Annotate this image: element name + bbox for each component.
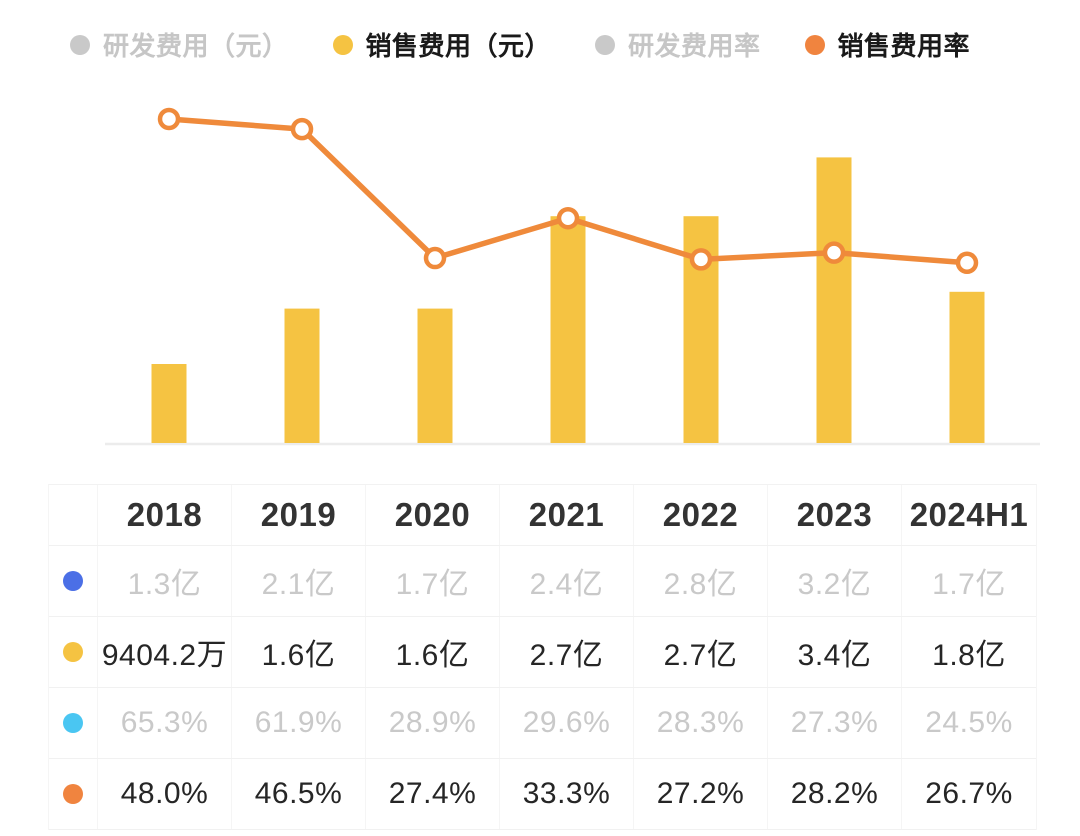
table-header-2019: 2019 [232, 485, 366, 545]
marker-sales-expense-ratio-2022[interactable] [689, 248, 713, 271]
table-cell-sales-expense-ratio-2024H1: 26.7% [925, 777, 1013, 810]
table-header-row: 2018 2019 2020 2021 2022 2023 2024H1 [49, 485, 1036, 546]
legend-item-rnd-expense[interactable]: 研发费用（元） [70, 26, 289, 63]
table-header-2024H1: 2024H1 [909, 496, 1029, 533]
expense-combo-chart [105, 107, 1040, 446]
table-cell-rnd-expense-ratio-2018: 65.3% [98, 688, 232, 758]
legend-dot-icon [804, 34, 825, 55]
legend-item-sales-expense[interactable]: 销售费用（元） [332, 26, 552, 63]
series-dot-icon-sales-expense [63, 642, 83, 662]
table-header-2020: 2020 [366, 485, 500, 545]
table-row-sales-expense-ratio: 48.0% 46.5% 27.4% 33.3% 27.2% 28.2% 26.7% [49, 759, 1036, 830]
bar-sales-expense-2018[interactable] [151, 364, 187, 443]
table-cell-rnd-expense-ratio-2019: 61.9% [232, 688, 366, 758]
bar-sales-expense-2021[interactable] [550, 216, 586, 443]
table-cell-sales-expense-2019: 1.6亿 [232, 617, 366, 687]
table-cell-sales-expense-ratio-2021: 33.3% [500, 759, 634, 829]
table-cell-sales-expense-ratio-2018: 48.0% [98, 759, 232, 829]
table-cell-sales-expense-2021: 2.7亿 [500, 617, 634, 687]
marker-sales-expense-ratio-2020[interactable] [423, 246, 447, 270]
table-cell-rnd-expense-2019: 2.1亿 [232, 546, 366, 616]
marker-sales-expense-ratio-2019[interactable] [290, 117, 314, 141]
table-cell-rnd-expense-ratio-2024H1: 24.5% [925, 706, 1013, 739]
table-cell-rnd-expense-2024H1: 1.7亿 [932, 568, 1006, 601]
bar-sales-expense-2023[interactable] [816, 157, 852, 443]
marker-sales-expense-ratio-2021[interactable] [556, 206, 580, 230]
table-cell-rnd-expense-ratio-2020: 28.9% [366, 688, 500, 758]
table-cell-sales-expense-2023: 3.4亿 [768, 617, 902, 687]
table-header-2021: 2021 [500, 485, 634, 545]
table-cell-rnd-expense-2023: 3.2亿 [768, 546, 902, 616]
chart-legend: 研发费用（元） 销售费用（元） 研发费用率 销售费用率 [70, 26, 970, 63]
legend-item-rnd-expense-ratio[interactable]: 研发费用率 [595, 26, 761, 63]
legend-label: 研发费用率 [628, 31, 761, 61]
series-dot-cell [49, 688, 98, 758]
legend-item-sales-expense-ratio[interactable]: 销售费用率 [804, 26, 971, 63]
table-cell-rnd-expense-2018: 1.3亿 [98, 546, 232, 616]
table-cell-rnd-expense-2020: 1.7亿 [366, 546, 500, 616]
legend-dot-icon [70, 34, 90, 55]
legend-dot-icon [595, 34, 616, 55]
series-dot-cell [49, 546, 98, 616]
legend-label: 销售费用（元） [365, 31, 552, 61]
table-cell-rnd-expense-2022: 2.8亿 [634, 546, 768, 616]
table-cell-sales-expense-ratio-2020: 27.4% [366, 759, 500, 829]
series-dot-icon-rnd-expense-ratio [63, 713, 83, 733]
marker-sales-expense-ratio-2024H1[interactable] [955, 251, 979, 275]
table-row-sales-expense: 9404.2万 1.6亿 1.6亿 2.7亿 2.7亿 3.4亿 1.8亿 [49, 617, 1036, 688]
table-cell-rnd-expense-2021: 2.4亿 [500, 546, 634, 616]
table-cell-sales-expense-ratio-2023: 28.2% [768, 759, 902, 829]
table-cell-sales-expense-2022: 2.7亿 [634, 617, 768, 687]
series-dot-cell [49, 759, 98, 829]
series-dot-cell [49, 617, 98, 687]
table-cell-sales-expense-2024H1: 1.8亿 [932, 639, 1006, 672]
table-row-rnd-expense-ratio: 65.3% 61.9% 28.9% 29.6% 28.3% 27.3% 24.5% [49, 688, 1036, 759]
table-row-rnd-expense: 1.3亿 2.1亿 1.7亿 2.4亿 2.8亿 3.2亿 1.7亿 [49, 546, 1036, 617]
marker-sales-expense-ratio-2023[interactable] [822, 241, 846, 264]
bar-sales-expense-2024H1[interactable] [949, 291, 985, 443]
table-cell-sales-expense-ratio-2019: 46.5% [232, 759, 366, 829]
table-cell-sales-expense-2018: 9404.2万 [98, 617, 232, 687]
legend-label: 销售费用率 [837, 31, 971, 61]
marker-sales-expense-ratio-2018[interactable] [157, 107, 181, 131]
table-header-2018: 2018 [98, 485, 232, 545]
table-header-2023: 2023 [768, 485, 902, 545]
expense-data-table: 2018 2019 2020 2021 2022 2023 2024H1 1.3亿 2.1亿 1.… [48, 484, 1037, 830]
table-header-2022: 2022 [634, 485, 768, 545]
legend-label: 研发费用（元） [103, 31, 289, 61]
bar-sales-expense-2019[interactable] [284, 308, 320, 443]
series-dot-icon-rnd-expense [63, 571, 83, 591]
table-cell-rnd-expense-ratio-2022: 28.3% [634, 688, 768, 758]
series-dot-icon-sales-expense-ratio [63, 784, 83, 804]
bar-sales-expense-2020[interactable] [417, 308, 453, 443]
table-cell-rnd-expense-ratio-2023: 27.3% [768, 688, 902, 758]
table-corner-cell [49, 485, 98, 545]
legend-dot-icon [332, 34, 353, 55]
table-cell-sales-expense-2020: 1.6亿 [366, 617, 500, 687]
table-cell-sales-expense-ratio-2022: 27.2% [634, 759, 768, 829]
table-cell-rnd-expense-ratio-2021: 29.6% [500, 688, 634, 758]
